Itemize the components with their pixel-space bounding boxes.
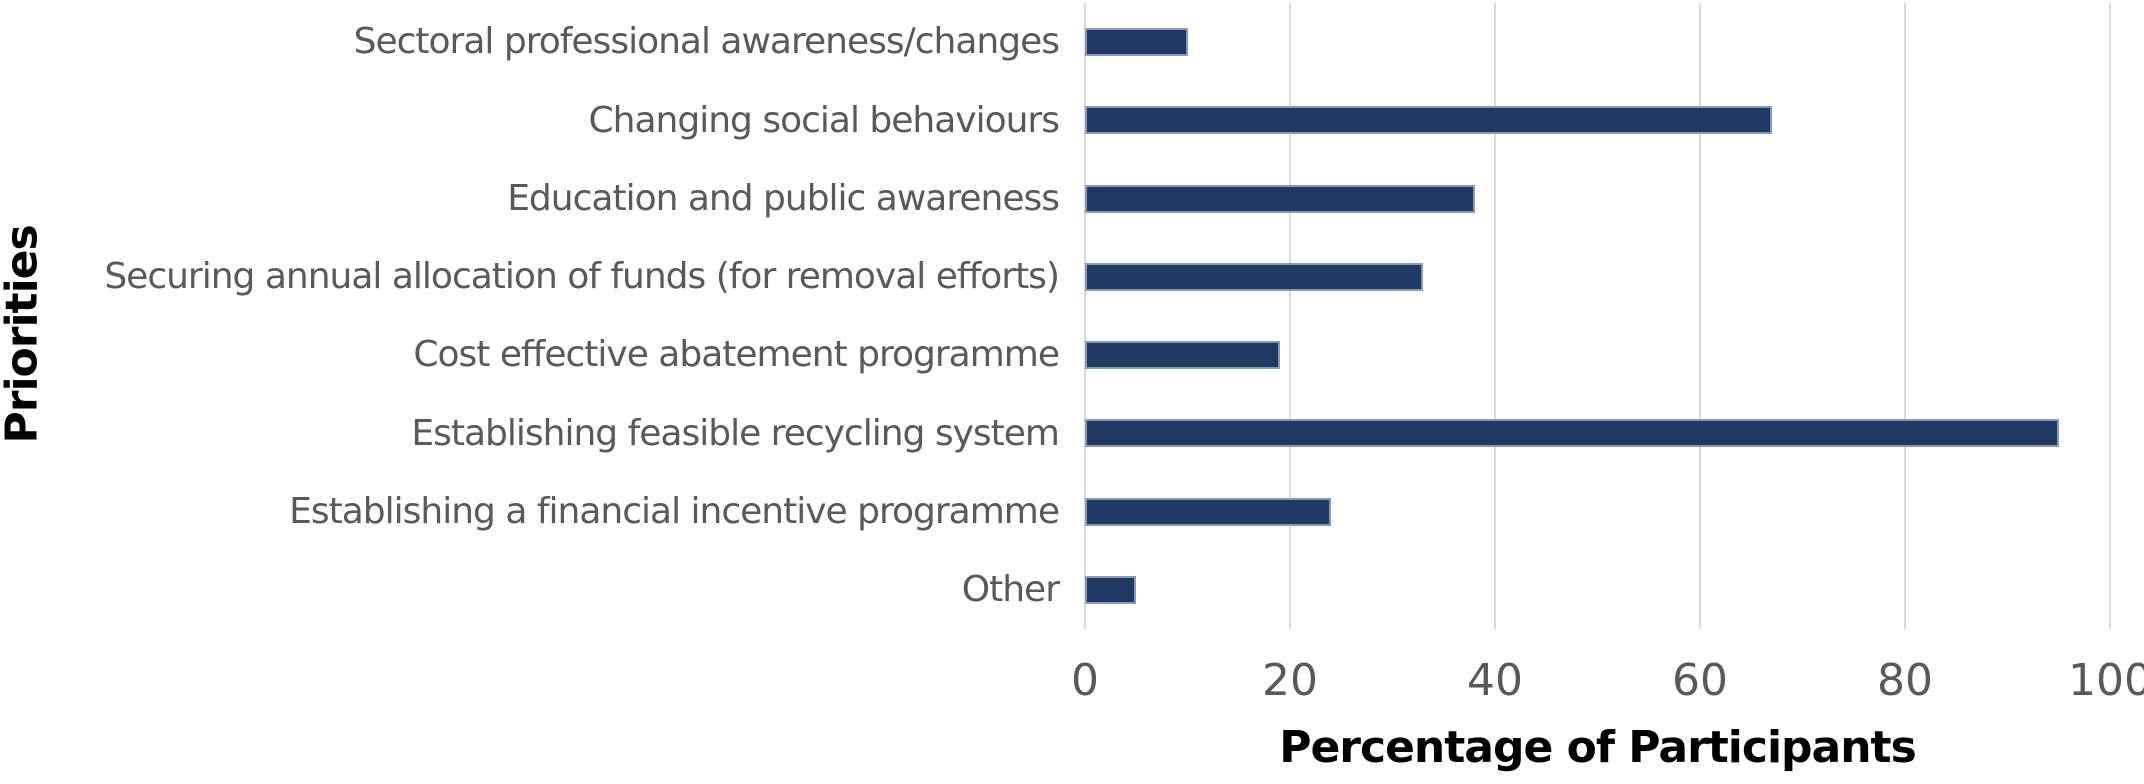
bar [1085,28,1188,57]
bar [1085,497,1331,526]
gridline [1494,3,1496,629]
category-row: Cost effective abatement programme [0,316,2144,394]
bar-track [1085,3,2110,81]
x-tick-label: 40 [1467,655,1523,706]
category-label: Securing annual allocation of funds (for… [104,256,1060,298]
x-tick-label: 20 [1262,655,1318,706]
category-label: Establishing feasible recycling system [411,412,1060,454]
bar-track [1085,316,2110,394]
category-row: Establishing feasible recycling system [0,394,2144,472]
x-axis-title: Percentage of Participants [1279,722,1917,773]
x-tick-label: 100 [2068,655,2144,706]
bar-track [1085,160,2110,238]
x-tick-label: 0 [1071,655,1099,706]
category-row: Sectoral professional awareness/changes [0,3,2144,81]
category-label: Changing social behaviours [588,99,1060,141]
bar [1085,184,1475,213]
bar-track [1085,473,2110,551]
plot-area [1084,3,2111,629]
bar [1085,262,1424,291]
bar-track [1085,551,2110,629]
category-label: Other [961,569,1060,611]
bar [1085,106,1772,135]
category-row: Education and public awareness [0,160,2144,238]
x-tick-label: 80 [1877,655,1933,706]
bar [1085,341,1280,370]
bar-track [1085,394,2110,472]
gridline [2109,3,2111,629]
bar [1085,419,2059,448]
gridline [1289,3,1291,629]
category-label: Education and public awareness [507,177,1060,219]
category-row: Securing annual allocation of funds (for… [0,238,2144,316]
x-tick-label: 60 [1672,655,1728,706]
gridline [1699,3,1701,629]
bar-track [1085,238,2110,316]
category-row: Other [0,551,2144,629]
bar-track [1085,81,2110,159]
bar-rows-container: Sectoral professional awareness/changes … [0,3,2144,629]
gridline [1084,3,1086,629]
category-label: Establishing a financial incentive progr… [289,490,1060,532]
category-row: Establishing a financial incentive progr… [0,473,2144,551]
bar [1085,575,1137,604]
category-label: Cost effective abatement programme [413,334,1060,376]
category-row: Changing social behaviours [0,81,2144,159]
category-label: Sectoral professional awareness/changes [353,21,1060,63]
gridline [1904,3,1906,629]
